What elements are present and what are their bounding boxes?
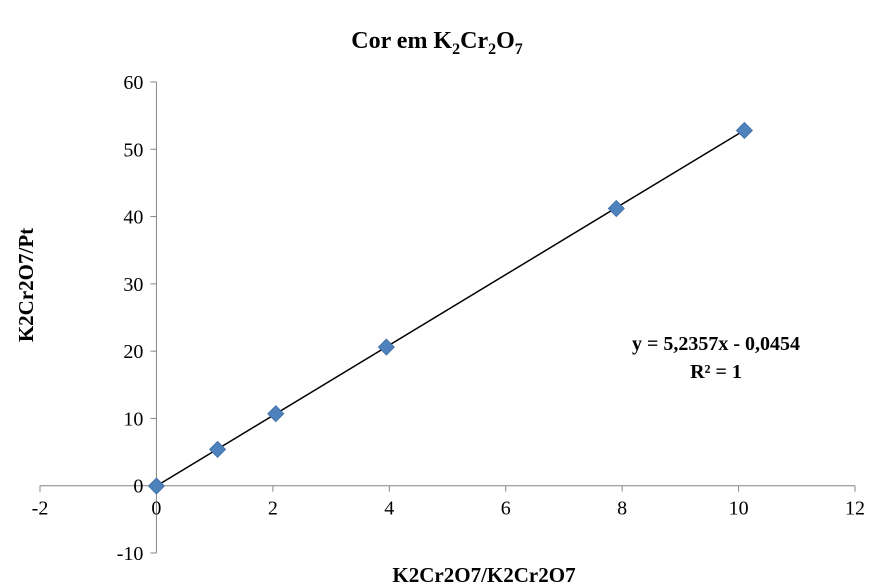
x-tick-label: 6: [501, 498, 511, 520]
x-tick-label: 8: [617, 498, 627, 520]
x-tick-label: 0: [151, 498, 161, 520]
x-tick-label: 10: [729, 498, 749, 520]
x-tick-label: -2: [32, 498, 49, 520]
y-tick-label: 50: [123, 139, 143, 161]
x-tick-label: 12: [845, 498, 865, 520]
axes: [40, 82, 855, 553]
y-tick-label: 40: [123, 207, 143, 229]
data-point-marker: [208, 440, 227, 458]
data-point-marker: [607, 199, 625, 218]
data-point-marker: [147, 477, 165, 495]
data-point-marker: [735, 121, 753, 140]
y-tick-label: 30: [123, 274, 143, 296]
x-tick-label: 4: [384, 498, 394, 520]
r-squared-label: R² = 1: [690, 361, 742, 383]
y-tick-label: -10: [117, 543, 144, 565]
chart-title: Cor em K2Cr2O7: [351, 28, 523, 58]
data-point-marker: [267, 405, 285, 423]
trendline: [156, 129, 745, 487]
y-tick-label: 20: [123, 341, 143, 363]
x-tick-label: 2: [268, 498, 278, 520]
x-tick-labels: -2 0 2 4 6 8 10 12: [32, 485, 865, 520]
y-tick-label: 60: [123, 72, 143, 94]
y-tick-label: 0: [133, 476, 143, 498]
y-axis-title: K2Cr2O7/Pt: [14, 228, 38, 342]
x-axis-title: K2Cr2O7/K2Cr2O7: [392, 563, 575, 586]
data-points: [147, 121, 753, 495]
y-tick-label: 10: [123, 408, 143, 430]
trendline-group: [156, 129, 745, 487]
data-point-marker: [377, 338, 395, 356]
trendline-equation: y = 5,2357x - 0,0454: [632, 333, 800, 355]
y-tick-labels: -10 0 10 20 30 40 50 60: [117, 72, 157, 565]
